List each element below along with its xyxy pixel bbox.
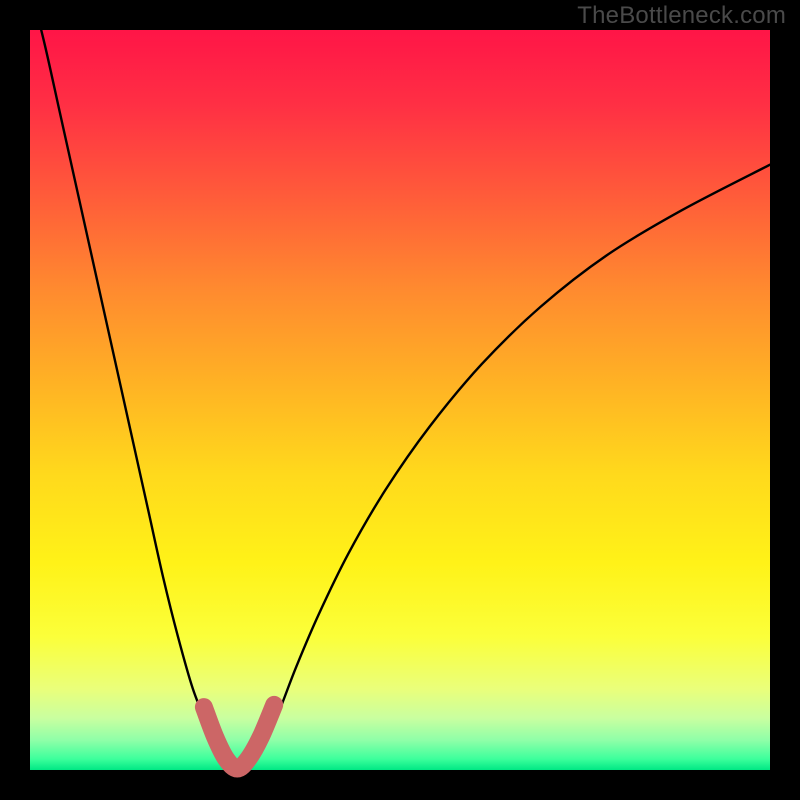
plot-area <box>30 30 770 770</box>
bottleneck-chart-svg <box>0 0 800 800</box>
watermark-text: TheBottleneck.com <box>577 2 786 30</box>
chart-frame: TheBottleneck.com <box>0 0 800 800</box>
